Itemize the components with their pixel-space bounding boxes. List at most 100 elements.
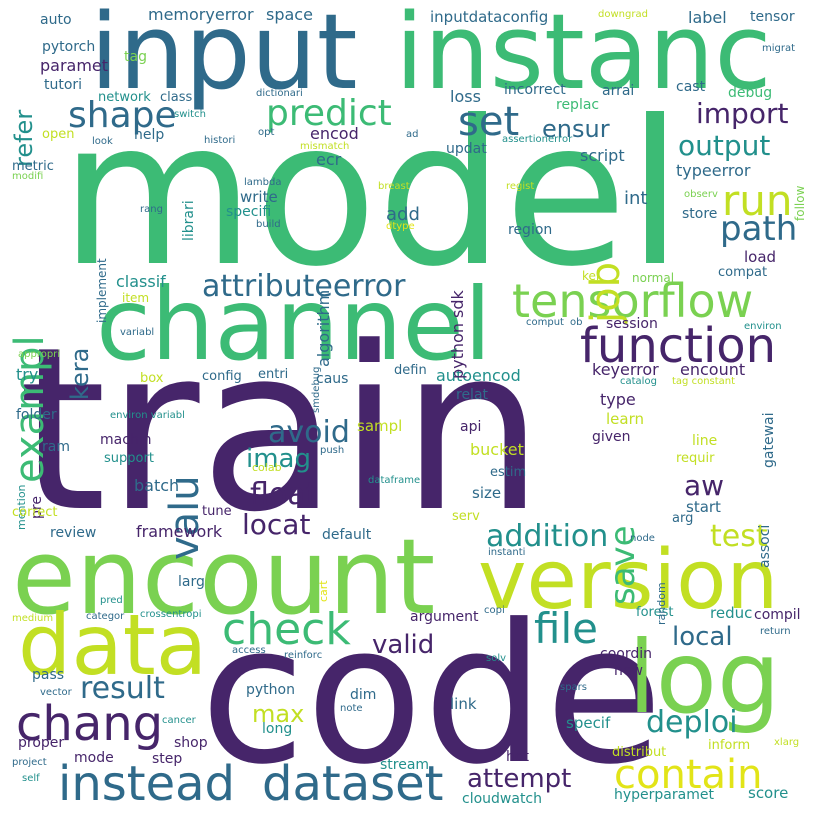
word-label: label <box>688 8 727 27</box>
word-aw: aw <box>684 469 725 502</box>
word-function: function <box>580 318 777 374</box>
word-normal: normal <box>632 271 675 285</box>
word-addition: addition <box>486 519 609 554</box>
word-dtype: dtype <box>386 221 415 232</box>
word-auto: auto <box>40 12 72 28</box>
word-path: path <box>720 209 798 249</box>
word-solv: solv <box>486 653 507 664</box>
word-look: look <box>92 136 113 147</box>
word-implement: implement <box>95 258 109 323</box>
word-breast: breast <box>378 181 410 192</box>
word-int: int <box>624 188 648 209</box>
word-tag-constant: gatewai <box>761 412 777 469</box>
word-return: return <box>760 626 791 637</box>
word-keyerror: keyerror <box>592 360 659 379</box>
word-metric: metric <box>12 159 54 174</box>
word-model: model <box>60 78 683 311</box>
word-histori: histori <box>204 135 236 146</box>
word-paramet: paramet <box>40 56 109 75</box>
word-copi: copi <box>484 605 505 616</box>
word-lambda: lambda <box>244 177 282 188</box>
word-space: space <box>266 5 313 24</box>
word-bucket: bucket <box>470 440 524 459</box>
word-memoryerror: memoryerror <box>148 5 254 24</box>
word-librari: librari <box>181 200 197 241</box>
word-cart: cart <box>317 580 330 602</box>
word-folder: folder <box>16 407 57 423</box>
word-instead: instead <box>58 756 235 812</box>
word-associ: tag constant <box>672 376 736 387</box>
word-replac: replac <box>556 97 600 113</box>
word-encount-big: encount <box>12 516 436 638</box>
word-specifi: specifi <box>226 204 272 220</box>
word-add: add <box>386 204 420 225</box>
word-crossentropi: crossentropi <box>140 609 202 620</box>
word-score: score <box>748 784 789 802</box>
word-correct: correct <box>12 505 58 520</box>
word-appropri: appropri <box>18 349 61 360</box>
word-updat: updat <box>446 141 487 157</box>
word-argument: argument <box>410 609 479 625</box>
word-encod: encod <box>310 124 359 143</box>
word-environ-variabl: associ <box>757 524 773 568</box>
word-switch: switch <box>174 109 206 120</box>
word-max: max <box>252 700 305 728</box>
word-arrai: arrai <box>602 83 635 99</box>
word-python: python <box>246 682 295 698</box>
word-instanc: instanc <box>395 0 772 113</box>
word-default: default <box>322 527 372 543</box>
word-write: write <box>240 188 278 206</box>
word-requir: requir <box>676 451 715 466</box>
word-stream: stream <box>380 757 430 773</box>
word-migrat: migrat <box>762 43 796 54</box>
word-ram: ram <box>42 439 70 455</box>
word-kera: kera <box>66 347 94 400</box>
word-serv: serv <box>452 509 480 524</box>
word-spars: spars <box>560 682 588 693</box>
word-comput: comput <box>526 317 564 328</box>
word-python-sdk: python sdk <box>448 290 467 379</box>
word-set: set <box>458 99 520 145</box>
word-hot: hot <box>506 749 529 765</box>
word-smdebug: smdebug <box>311 366 322 413</box>
word-pytorch: pytorch <box>42 39 96 55</box>
word-cancer: cancer <box>162 715 196 726</box>
word-reinforc: reinforc <box>284 650 323 661</box>
word-build: build <box>256 219 281 230</box>
word-specif: specif <box>566 714 611 732</box>
word-result: result <box>80 671 165 706</box>
word-modifi: modifi <box>12 171 44 182</box>
word-file: file <box>534 604 598 653</box>
word-forest: forest <box>636 605 674 620</box>
word-compat: compat <box>718 265 768 280</box>
word-colab: colab <box>252 461 282 474</box>
word-compil: compil <box>754 607 801 623</box>
word-observ: observ <box>684 189 718 200</box>
word-config: config <box>202 369 242 384</box>
word-classif: classif <box>116 272 166 291</box>
word-inform: inform <box>708 738 751 753</box>
word-try: try <box>16 365 39 384</box>
word-store: store <box>682 206 718 222</box>
word-node: node <box>630 533 655 544</box>
word-channel: channel <box>96 266 492 383</box>
word-long: long <box>262 721 293 737</box>
word-type: type <box>600 390 636 409</box>
word-entri: entri <box>258 367 289 382</box>
word-support: support <box>104 451 154 466</box>
word-test: test <box>710 519 768 554</box>
word-avoid: avoid <box>268 415 350 450</box>
word-link: link <box>450 695 477 713</box>
word-mode: mode <box>74 750 114 766</box>
word-assertionerror: assertionerror <box>502 134 573 145</box>
word-typeerror: typeerror <box>676 161 751 180</box>
word-shape: shape <box>68 95 177 136</box>
word-note: note <box>340 703 363 714</box>
word-categor: categor <box>86 611 125 622</box>
word-environ: environ <box>744 321 782 332</box>
word-gatewai: catalog <box>620 376 657 387</box>
word-log: log <box>628 619 781 736</box>
word-data: data <box>18 596 208 694</box>
word-coordin: coordin <box>600 646 652 662</box>
